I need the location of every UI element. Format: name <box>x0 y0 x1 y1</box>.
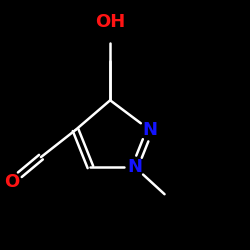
Text: OH: OH <box>95 13 125 31</box>
Text: N: N <box>128 158 142 176</box>
Text: O: O <box>4 173 19 191</box>
Text: N: N <box>142 121 157 139</box>
